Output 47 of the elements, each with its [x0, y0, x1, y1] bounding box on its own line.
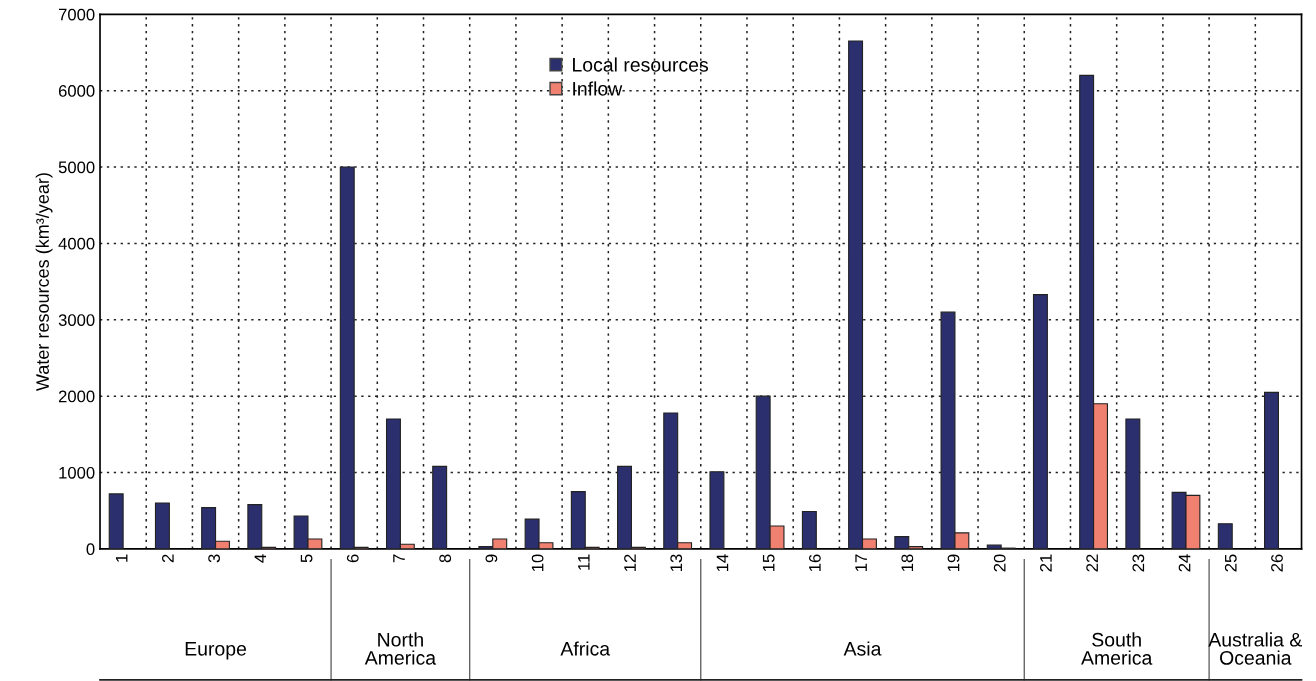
x-tick-label: 26 — [1271, 554, 1283, 572]
text: Australia & Oceania — [1208, 632, 1303, 665]
x-tick-label: 16 — [808, 554, 821, 572]
x-tick-label: 19 — [947, 554, 960, 572]
text: Asia — [843, 641, 882, 656]
x-tick-label: 7 — [393, 554, 405, 563]
text: Africa — [560, 641, 611, 656]
bar — [1217, 523, 1233, 549]
y-tick-label: 1000 — [59, 466, 95, 479]
x-tick-label: 9 — [485, 554, 498, 563]
x-tick-label: 17 — [855, 554, 867, 572]
x-tick-label: 18 — [901, 554, 914, 572]
text: North America — [364, 632, 437, 665]
x-tick-label: 4 — [254, 554, 267, 563]
x-tick-label: 13 — [670, 554, 683, 572]
x-tick-label: 23 — [1132, 554, 1145, 572]
x-tick-label: 22 — [1086, 554, 1098, 572]
legend-label: Local resources — [573, 57, 709, 72]
x-tick-label: 14 — [716, 554, 729, 572]
x-tick-label: 1 — [115, 554, 128, 562]
y-tick-label: 5000 — [58, 161, 95, 174]
y-tick-label: 7000 — [58, 8, 95, 21]
x-tick-label: 25 — [1224, 554, 1237, 572]
bar — [801, 510, 817, 549]
y-tick-label: 3000 — [58, 314, 95, 326]
y-axis-title: Water resources (km³/year) — [35, 173, 53, 392]
y-tick-label: 2000 — [58, 390, 95, 403]
x-tick-label: 24 — [1178, 554, 1191, 572]
x-tick-label: 5 — [300, 554, 313, 563]
text: South America — [1081, 632, 1153, 665]
x-tick-label: 2 — [162, 554, 174, 563]
y-tick-label: 6000 — [58, 85, 95, 97]
x-tick-label: 21 — [1040, 554, 1052, 572]
y-tick-label: 4000 — [58, 237, 95, 250]
x-tick-label: 8 — [439, 554, 452, 563]
x-tick-label: 20 — [993, 554, 1006, 572]
x-tick-label: 12 — [624, 554, 636, 572]
x-tick-label: 6 — [346, 554, 359, 563]
x-tick-label: 3 — [208, 554, 221, 563]
bar — [108, 493, 124, 549]
y-tick-label: 0 — [86, 543, 95, 556]
text: Europe — [185, 642, 247, 660]
x-tick-label: 11 — [578, 554, 590, 570]
legend-label: Inflow — [573, 81, 623, 96]
x-tick-label: 10 — [531, 554, 544, 572]
x-tick-label: 15 — [762, 554, 775, 572]
bar — [154, 502, 170, 549]
